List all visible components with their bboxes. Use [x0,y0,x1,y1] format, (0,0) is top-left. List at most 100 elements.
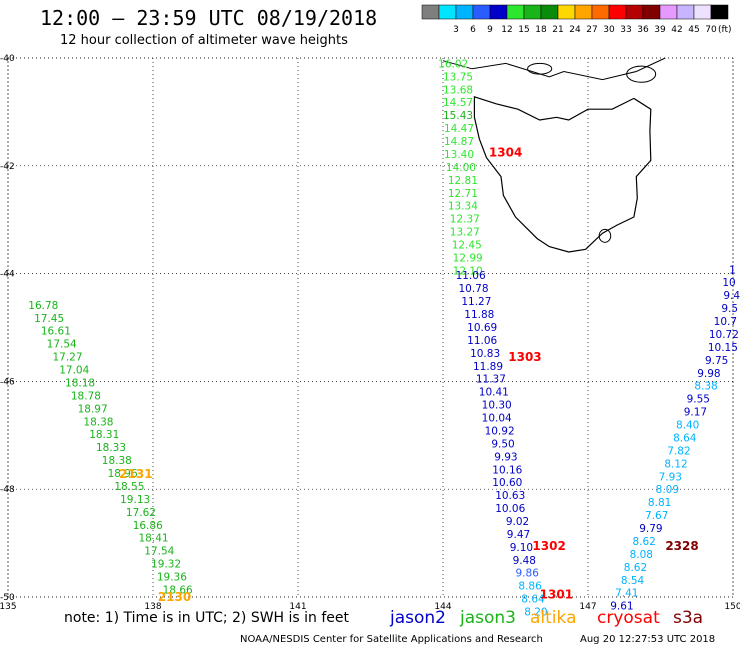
wave-height-label: 7.41 [615,588,638,600]
pass-time-label: 2130 [158,590,191,604]
wave-height-label: 11.88 [464,309,494,321]
wave-height-label: 18.66 [163,584,193,596]
colorbar-tick-label: 42 [671,25,682,35]
wave-height-label: 11.37 [476,374,506,386]
wave-height-label: 9.47 [507,529,530,541]
wave-height-label: 9.4 [723,290,740,302]
wave-height-label: 9.5 [721,303,738,315]
wave-height-label: 8.62 [624,562,647,574]
latitude-tick-label: -42 [0,162,15,172]
wave-height-label: 17.62 [126,507,156,519]
colorbar-tick-label: 9 [487,25,493,35]
longitude-tick-label: 141 [289,602,306,612]
wave-height-label: 13.68 [443,84,473,96]
wave-height-label: 15.43 [443,110,473,122]
colorbar-tick-label: 39 [654,25,666,35]
colorbar-tick-label: 30 [603,25,615,35]
wave-height-label: 16.61 [41,326,71,338]
wave-height-label: 8.38 [694,381,717,393]
wave-height-label: 10.41 [479,387,509,399]
wave-height-label: 10.04 [482,413,512,425]
colorbar-legend: 3 6 9 12 15 18 21 24 27 30 33 36 39 42 45 70 (ft) [421,4,732,35]
colorbar-tick-label: 24 [569,25,581,35]
wave-height-label: 18.31 [89,429,119,441]
credit-line: NOAA/NESDIS Center for Satellite Applica… [240,634,543,645]
wave-height-label: 10 [722,277,735,289]
latitude-tick-label: -44 [0,270,15,280]
wave-height-label: 8.20 [524,607,547,619]
pass-time-label: 2328 [665,539,698,553]
longitude-tick-label: 138 [144,602,161,612]
colorbar-swatch [710,4,729,20]
wave-height-label: 7.93 [659,471,682,483]
wave-height-label: 18.18 [65,377,95,389]
wave-height-label: 10.30 [482,400,512,412]
wave-height-label: 19.13 [120,494,150,506]
wave-height-label: 13.27 [450,227,480,239]
wave-height-label: 9.02 [506,516,529,528]
wave-height-label: 17.27 [52,352,82,364]
wave-height-label: 14.57 [443,97,473,109]
longitude-tick-label: 144 [434,602,451,612]
wave-height-label: 9.61 [610,601,633,613]
colorbar-tick-label: 18 [535,25,547,35]
island-outline [598,228,612,243]
wave-height-label: 18.38 [83,416,113,428]
generated-timestamp: Aug 20 12:27:53 UTC 2018 [580,634,716,645]
wave-height-label: 13.75 [443,71,473,83]
island-outline [626,65,657,83]
wave-height-label: 8.62 [632,536,655,548]
wave-height-label: 13.40 [444,149,474,161]
page-title: 12:00 – 23:59 UTC 08/19/2018 [40,6,378,30]
mainland-coastline [442,57,666,81]
wave-height-label: 10.72 [709,329,739,341]
island-outline [527,62,553,75]
pass-time-label: 1301 [540,587,573,601]
wave-height-label: 9.50 [491,438,514,450]
wave-height-label: 8.81 [648,497,671,509]
legend-cryosat: cryosat [597,608,660,628]
wave-height-label: 7.67 [645,510,668,522]
wave-height-label: 11.06 [456,270,486,282]
pass-time-label: 1303 [508,350,541,364]
wave-height-label: 12.71 [448,188,478,200]
wave-height-label: 12.81 [448,175,478,187]
wave-height-label: 18.33 [96,442,126,454]
colorbar-tick-label: 15 [518,25,529,35]
colorbar-tick-label: 3 [453,25,459,35]
legend-jason2: jason2 [390,608,446,628]
pass-time-label: 1304 [489,145,522,159]
wave-height-label: 10.78 [458,283,488,295]
wave-height-label: 17.54 [47,339,77,351]
wave-height-label: 12.37 [450,214,480,226]
legend-altika: altika [530,608,577,628]
latitude-tick-label: -40 [0,54,15,64]
wave-height-label: 9.93 [494,451,517,463]
wave-height-label: 18.96 [108,468,138,480]
wave-height-label: 9.10 [510,542,533,554]
wave-height-label: 13.34 [448,201,478,213]
latitude-tick-label: -46 [0,377,15,387]
wave-height-label: 9.55 [687,394,710,406]
legend-s3a: s3a [673,608,704,628]
pass-time-label: 2131 [119,467,152,481]
wave-height-label: 10.60 [492,477,522,489]
map-plot[interactable]: 135 138 141 144 147 150 -40 -42 -44 -46 -48 -50 16.0… [0,0,740,620]
colorbar-tick-label: 36 [637,25,649,35]
wave-height-label: 11.06 [467,335,497,347]
wave-height-label: 18.41 [139,533,169,545]
colorbar-units: (ft) [718,25,732,35]
wave-height-label: 14.87 [444,136,474,148]
wave-height-label: 9.17 [684,407,707,419]
wave-height-label: 12.45 [452,239,482,251]
longitude-tick-label: 150 [724,602,740,612]
wave-height-label: 17.45 [34,313,64,325]
wave-height-label: 19.32 [151,559,181,571]
wave-height-label: 1 [729,264,736,276]
wave-height-label: 8.09 [656,484,679,496]
wave-height-label: 9.75 [705,355,728,367]
colorbar-tick-label: 45 [688,25,699,35]
legend-jason3: jason3 [460,608,516,628]
wave-height-label: 12.99 [453,252,483,264]
